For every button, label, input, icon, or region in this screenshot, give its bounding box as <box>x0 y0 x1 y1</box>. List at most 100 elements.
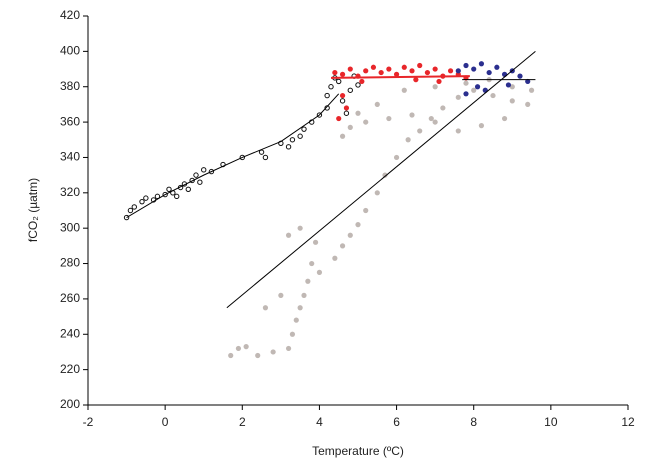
x-axis-label: Temperature (ºC) <box>312 444 404 458</box>
point <box>455 68 461 74</box>
point <box>528 87 535 93</box>
y-tick-label: 280 <box>60 256 80 270</box>
point <box>336 115 342 122</box>
point <box>347 232 353 238</box>
point <box>474 84 481 90</box>
point <box>278 292 284 298</box>
point <box>293 317 299 323</box>
x-tick-label: 12 <box>621 415 635 429</box>
point <box>131 204 137 210</box>
point <box>455 94 461 100</box>
point <box>478 123 485 129</box>
point <box>185 186 191 192</box>
point <box>440 105 446 111</box>
point <box>471 66 477 72</box>
point <box>297 305 303 311</box>
point <box>486 69 492 76</box>
x-tick-label: -2 <box>83 415 94 429</box>
point <box>401 64 407 70</box>
point <box>154 193 161 200</box>
point <box>243 344 249 350</box>
point <box>463 80 469 86</box>
point <box>363 68 369 74</box>
point <box>393 71 400 77</box>
point <box>370 64 377 70</box>
point <box>505 82 512 88</box>
point <box>301 126 307 132</box>
point <box>501 71 508 77</box>
point <box>166 186 172 192</box>
point <box>363 119 369 125</box>
point <box>312 239 319 245</box>
x-tick-label: 2 <box>239 415 246 429</box>
point <box>432 84 438 90</box>
point <box>413 77 419 83</box>
point <box>193 172 199 178</box>
point <box>417 128 423 134</box>
point <box>501 115 508 122</box>
point <box>339 71 346 77</box>
point <box>494 64 500 70</box>
y-tick-label: 360 <box>60 114 80 128</box>
point <box>316 269 323 275</box>
point <box>405 137 411 143</box>
point <box>301 292 307 298</box>
point <box>235 345 242 352</box>
point <box>332 255 338 261</box>
point <box>386 115 392 122</box>
point <box>409 68 415 74</box>
point <box>262 305 269 311</box>
point <box>285 144 292 150</box>
point <box>374 101 380 108</box>
point <box>471 87 477 93</box>
fit-line <box>330 75 470 79</box>
y-axis-label: fCO₂ (µatm) <box>26 178 40 242</box>
point <box>285 345 292 352</box>
point <box>347 66 353 72</box>
point <box>297 225 303 231</box>
x-tick-label: 10 <box>544 415 558 429</box>
point <box>324 92 330 99</box>
point <box>328 84 334 90</box>
point <box>432 119 438 125</box>
y-tick-label: 420 <box>60 8 80 22</box>
point <box>339 243 346 249</box>
point <box>424 69 431 76</box>
point <box>374 190 380 196</box>
point <box>297 133 303 139</box>
point <box>201 167 207 173</box>
x-tick-label: 0 <box>162 415 169 429</box>
point <box>355 222 361 228</box>
y-tick-label: 260 <box>60 291 80 305</box>
y-tick-label: 380 <box>60 79 80 93</box>
point <box>197 179 203 185</box>
point <box>359 78 365 85</box>
point <box>509 98 515 104</box>
point <box>309 260 315 267</box>
point <box>382 172 388 178</box>
point <box>401 87 407 93</box>
point <box>228 352 234 359</box>
point <box>127 207 134 214</box>
point <box>336 78 342 85</box>
point <box>262 154 269 161</box>
point <box>432 66 438 72</box>
point <box>255 352 261 359</box>
point <box>339 98 346 104</box>
point <box>339 133 346 139</box>
point <box>463 62 469 69</box>
point <box>517 73 523 79</box>
y-tick-label: 320 <box>60 185 80 199</box>
point <box>285 232 292 238</box>
point <box>525 101 531 108</box>
y-tick-label: 400 <box>60 44 80 58</box>
point <box>289 331 296 337</box>
point <box>339 92 346 99</box>
y-tick-label: 220 <box>60 362 80 376</box>
y-tick-label: 200 <box>60 397 80 411</box>
y-tick-label: 340 <box>60 150 80 164</box>
point <box>347 87 353 93</box>
point <box>409 112 415 118</box>
point <box>363 207 369 214</box>
